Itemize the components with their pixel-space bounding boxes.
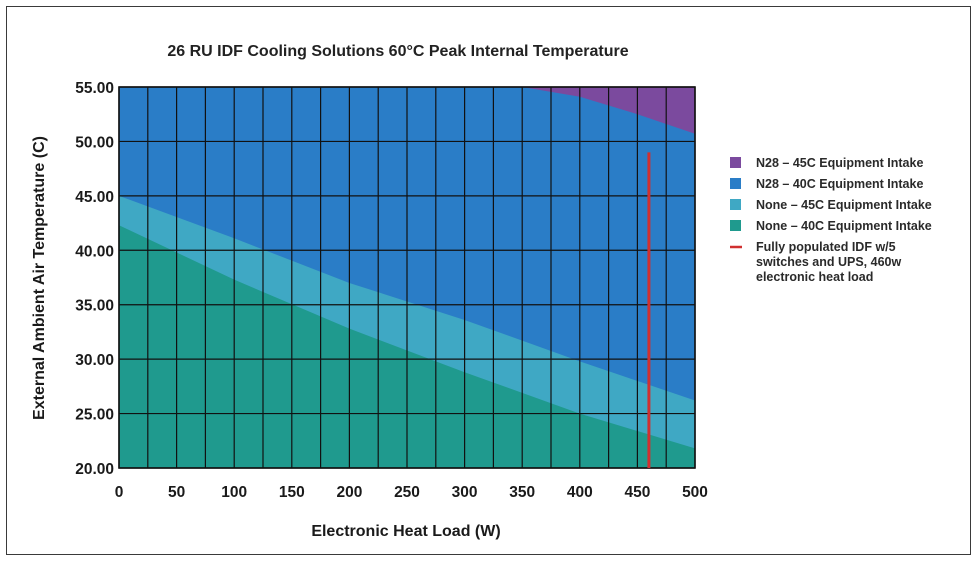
x-tick-label: 250 — [394, 484, 420, 501]
x-tick-label: 200 — [336, 484, 362, 501]
x-tick-label: 0 — [115, 484, 124, 501]
x-tick-label: 300 — [452, 484, 478, 501]
y-tick-label: 20.00 — [75, 461, 114, 478]
x-tick-label: 500 — [682, 484, 708, 501]
x-axis-label: Electronic Heat Load (W) — [311, 523, 500, 540]
x-tick-label: 350 — [509, 484, 535, 501]
y-tick-label: 55.00 — [75, 80, 114, 97]
x-tick-label: 400 — [567, 484, 593, 501]
y-tick-label: 35.00 — [75, 298, 114, 315]
legend-swatch — [730, 199, 741, 210]
legend-label: None – 45C Equipment Intake — [756, 198, 932, 212]
y-tick-label: 25.00 — [75, 407, 114, 424]
y-tick-label: 40.00 — [75, 243, 114, 260]
legend: N28 – 45C Equipment Intake N28 – 40C Equi… — [730, 156, 932, 284]
legend-label: N28 – 45C Equipment Intake — [756, 156, 923, 170]
plot-border — [118, 86, 696, 469]
y-tick-label: 50.00 — [75, 134, 114, 151]
x-tick-label: 50 — [168, 484, 185, 501]
axis-ticks: 0 50 100 150 200 250 300 350 400 450 500 20.00 25.00… — [75, 80, 708, 501]
legend-label: N28 – 40C Equipment Intake — [756, 177, 923, 191]
y-tick-label: 30.00 — [75, 352, 114, 369]
legend-label: electronic heat load — [756, 270, 873, 284]
legend-swatch — [730, 178, 741, 189]
x-tick-label: 100 — [221, 484, 247, 501]
x-tick-label: 450 — [624, 484, 650, 501]
y-axis-label: External Ambient Air Temperature (C) — [31, 136, 48, 420]
y-tick-label: 45.00 — [75, 189, 114, 206]
legend-label: Fully populated IDF w/5 — [756, 240, 896, 254]
chart-title: 26 RU IDF Cooling Solutions 60°C Peak In… — [167, 43, 628, 60]
x-tick-label: 150 — [279, 484, 305, 501]
legend-label: switches and UPS, 460w — [756, 255, 901, 269]
legend-swatch — [730, 157, 741, 168]
legend-swatch — [730, 220, 741, 231]
plot-grid — [118, 86, 696, 469]
legend-label: None – 40C Equipment Intake — [756, 219, 932, 233]
